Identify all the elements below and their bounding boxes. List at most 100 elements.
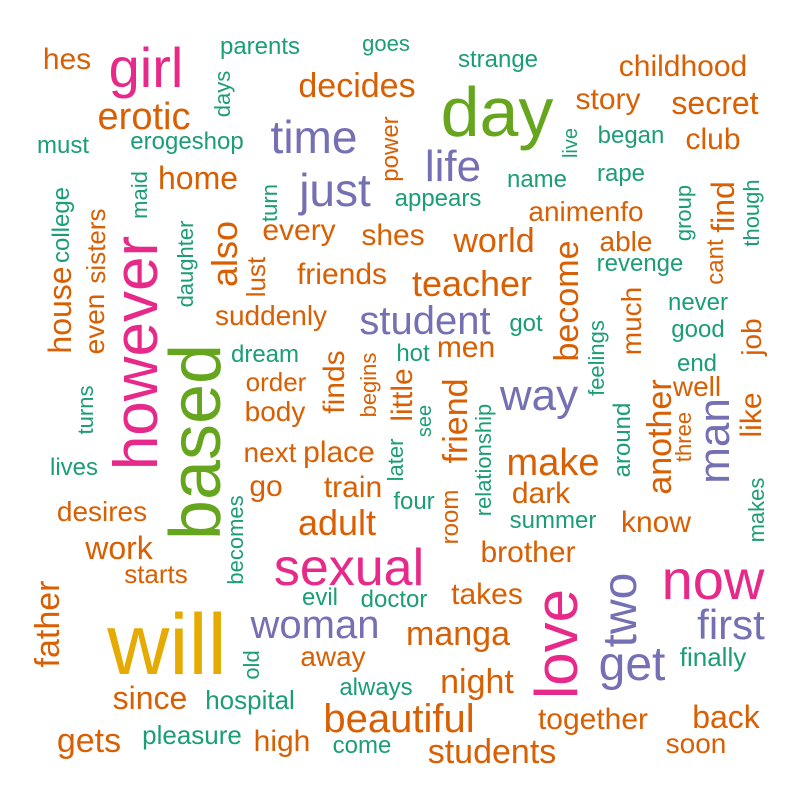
- word-parents: parents: [219, 33, 301, 60]
- word-place: place: [303, 436, 375, 469]
- word-every: every: [262, 214, 336, 247]
- word-father: father: [29, 580, 67, 668]
- word-got: got: [509, 310, 543, 337]
- word-since: since: [112, 680, 188, 716]
- word-hospital: hospital: [205, 685, 295, 715]
- word-around: around: [609, 402, 636, 478]
- word-shes: shes: [361, 219, 425, 252]
- word-love: love: [523, 588, 590, 700]
- word-even: even: [79, 293, 110, 355]
- word-goes: goes: [362, 31, 410, 56]
- word-based: based: [156, 343, 236, 541]
- word-evil: evil: [301, 584, 339, 611]
- word-must: must: [36, 132, 90, 159]
- word-will: will: [107, 597, 227, 693]
- word-next: next: [243, 437, 297, 468]
- word-soon: soon: [665, 728, 727, 759]
- word-manga: manga: [406, 615, 510, 653]
- word-work: work: [85, 530, 153, 566]
- word-woman: woman: [250, 603, 380, 647]
- word-relationship: relationship: [471, 403, 496, 517]
- word-train: train: [323, 471, 383, 504]
- word-pleasure: pleasure: [142, 720, 242, 750]
- word-house: house: [42, 266, 78, 354]
- word-began: began: [597, 122, 665, 149]
- word-order: order: [245, 367, 307, 397]
- word-days: days: [210, 70, 235, 118]
- word-sexual: sexual: [273, 539, 425, 597]
- word-able: able: [599, 226, 653, 257]
- word-childhood: childhood: [618, 50, 748, 83]
- word-know: know: [620, 506, 692, 539]
- word-beautiful: beautiful: [323, 697, 475, 741]
- word-makes: makes: [744, 477, 769, 543]
- word-job: job: [736, 318, 767, 356]
- word-desires: desires: [56, 496, 148, 527]
- word-find: find: [705, 181, 741, 233]
- word-feelings: feelings: [584, 320, 609, 396]
- word-power: power: [377, 116, 404, 182]
- word-finally: finally: [679, 642, 747, 672]
- word-live: live: [560, 127, 582, 159]
- word-old: old: [239, 650, 264, 680]
- word-takes: takes: [451, 578, 523, 611]
- word-much: much: [616, 286, 647, 356]
- word-just: just: [299, 164, 371, 216]
- word-finds: finds: [318, 350, 351, 414]
- word-go: go: [249, 470, 283, 503]
- word-now: now: [661, 548, 765, 611]
- word-make: make: [506, 442, 600, 484]
- word-room: room: [437, 489, 464, 545]
- word-begins: begins: [356, 352, 381, 418]
- word-story: story: [575, 83, 641, 116]
- word-animenfo: animenfo: [528, 196, 644, 227]
- word-appears: appears: [394, 185, 482, 212]
- word-like: like: [735, 392, 768, 438]
- word-secret: secret: [671, 85, 759, 121]
- word-good: good: [671, 316, 725, 343]
- word-always: always: [339, 674, 413, 701]
- word-cant: cant: [702, 239, 729, 285]
- word-body: body: [244, 396, 306, 427]
- word-first: first: [697, 601, 765, 648]
- word-girl: girl: [108, 36, 184, 99]
- word-become: become: [548, 240, 586, 362]
- word-four: four: [393, 488, 435, 515]
- word-decides: decides: [298, 67, 416, 105]
- word-summer: summer: [509, 507, 597, 534]
- word-night: night: [440, 663, 514, 701]
- word-erogeshop: erogeshop: [130, 128, 244, 155]
- word-later: later: [383, 438, 408, 482]
- word-get: get: [598, 638, 666, 691]
- word-also: also: [204, 220, 245, 288]
- word-well: well: [672, 371, 722, 402]
- word-maid: maid: [127, 171, 152, 219]
- word-world: world: [453, 222, 535, 260]
- word-lives: lives: [49, 454, 99, 481]
- word-strange: strange: [457, 46, 539, 73]
- word-revenge: revenge: [596, 250, 684, 277]
- word-way: way: [499, 371, 579, 420]
- word-back: back: [692, 699, 760, 735]
- word-life: life: [424, 142, 482, 191]
- word-friends: friends: [296, 258, 388, 291]
- word-lust: lust: [241, 256, 271, 298]
- word-together: together: [537, 703, 649, 736]
- word-doctor: doctor: [360, 586, 428, 613]
- word-away: away: [300, 641, 366, 672]
- word-name: name: [506, 166, 568, 193]
- word-hes: hes: [42, 43, 92, 76]
- word-come: come: [332, 732, 392, 759]
- word-turns: turns: [73, 385, 98, 435]
- word-see: see: [414, 404, 436, 438]
- word-gets: gets: [56, 722, 122, 760]
- word-time: time: [270, 111, 358, 163]
- word-two: two: [594, 572, 647, 648]
- word-home: home: [157, 160, 239, 196]
- word-dark: dark: [511, 477, 571, 510]
- word-student: student: [359, 299, 491, 343]
- word-daughter: daughter: [173, 220, 198, 308]
- word-becomes: becomes: [223, 495, 248, 585]
- word-sisters: sisters: [81, 208, 111, 284]
